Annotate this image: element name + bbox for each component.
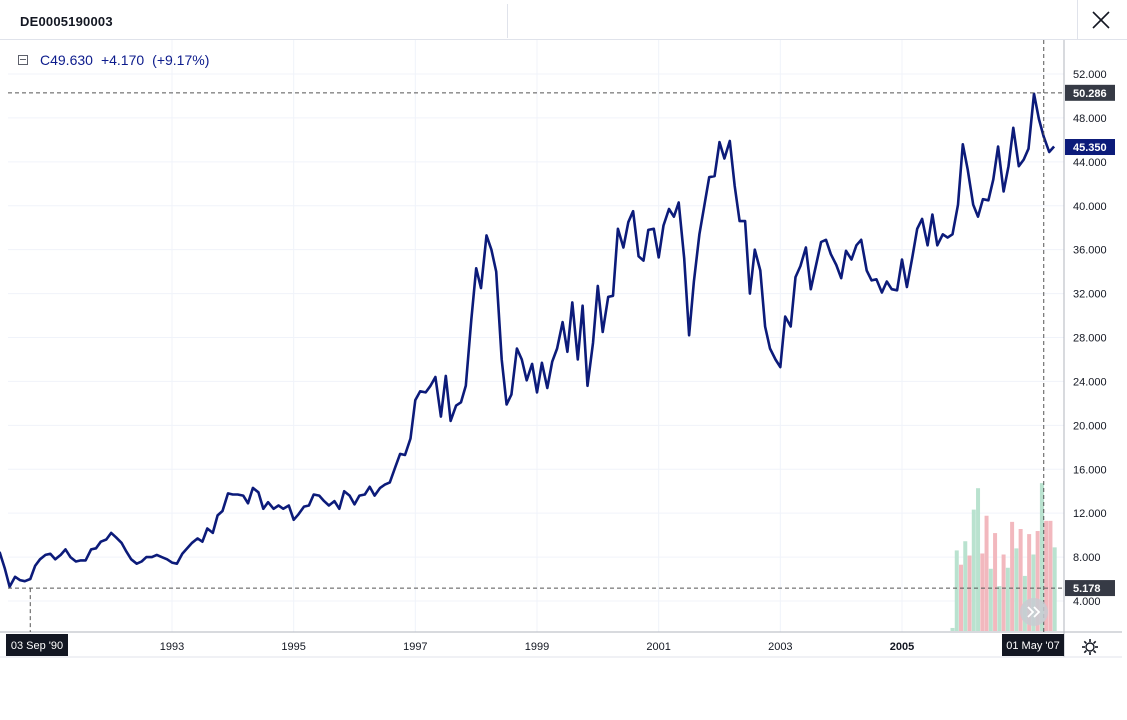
close-button[interactable] — [1077, 0, 1125, 40]
volume-bar — [1005, 567, 1010, 631]
volume-bar — [1018, 529, 1023, 631]
y-tick-label: 24.000 — [1073, 376, 1107, 388]
x-tick-label: 1999 — [525, 641, 549, 653]
volume-bar — [967, 555, 972, 631]
x-tick-label: 1997 — [403, 641, 427, 653]
volume-bar — [959, 564, 964, 631]
collapse-icon[interactable] — [18, 55, 28, 65]
symbol-label: DE0005190003 — [20, 14, 113, 29]
y-tick-label: 8.000 — [1073, 552, 1101, 564]
volume-bar — [997, 586, 1002, 631]
volume-bar — [971, 509, 976, 631]
volume-bar — [1039, 483, 1044, 631]
crosshair-high-tag: 50.286 — [1073, 88, 1107, 100]
y-tick-label: 28.000 — [1073, 333, 1107, 345]
last-price-tag-bg — [1065, 139, 1115, 156]
y-tick-label: 40.000 — [1073, 201, 1107, 213]
scroll-to-realtime-button[interactable] — [1020, 598, 1048, 626]
volume-bar — [1014, 548, 1019, 631]
chart-header: DE0005190003 — [0, 0, 1127, 40]
volume-bar — [1044, 520, 1049, 631]
y-tick-label: 20.000 — [1073, 420, 1107, 432]
chart-settings-button[interactable] — [1080, 637, 1100, 657]
settings-icon — [1082, 639, 1098, 655]
volume-bar — [1052, 547, 1057, 631]
y-tick-label: 16.000 — [1073, 464, 1107, 476]
x-tick-label: 2003 — [768, 641, 792, 653]
volume-bar — [1035, 531, 1040, 631]
y-tick-label: 4.000 — [1073, 596, 1101, 608]
volume-bar — [976, 488, 981, 631]
volume-bar — [950, 627, 955, 631]
crosshair-low-tag-bg — [1065, 580, 1115, 597]
price-line — [0, 92, 1056, 588]
volume-bar — [1048, 520, 1053, 631]
crosshair-high-date-tag-bg — [1002, 634, 1064, 656]
volume-bar — [954, 550, 959, 631]
volume-bar — [1031, 554, 1036, 631]
crosshair-low-tag: 5.178 — [1073, 583, 1101, 595]
volume-bar — [993, 533, 998, 631]
volume-bar — [988, 568, 993, 631]
double-chevron-right-icon — [1027, 606, 1041, 618]
x-tick-label: 2001 — [646, 641, 670, 653]
legend-close-value: C49.630 — [40, 52, 93, 68]
volume-bar — [1027, 534, 1032, 631]
y-tick-label: 48.000 — [1073, 113, 1107, 125]
y-tick-label: 44.000 — [1073, 157, 1107, 169]
crosshair-high-tag-bg — [1065, 84, 1115, 101]
legend-change-pct: (+9.17%) — [152, 52, 210, 68]
symbol-search-box[interactable]: DE0005190003 — [8, 4, 508, 38]
x-tick-label: 2005 — [890, 641, 914, 653]
y-tick-label: 52.000 — [1073, 69, 1107, 81]
y-tick-label: 12.000 — [1073, 508, 1107, 520]
volume-bar — [984, 515, 989, 631]
volume-bar — [963, 541, 968, 631]
volume-bar — [980, 553, 985, 631]
crosshair-low-date-tag-bg — [6, 634, 68, 656]
series-legend: C49.630 +4.170 (+9.17%) — [18, 50, 217, 70]
y-tick-label: 36.000 — [1073, 245, 1107, 257]
x-tick-label: 1995 — [281, 641, 305, 653]
x-tick-label: 1993 — [160, 641, 184, 653]
crosshair-low-date-tag: 03 Sep '90 — [11, 640, 63, 652]
close-icon — [1092, 11, 1110, 29]
volume-bar — [1001, 554, 1006, 631]
last-price-tag: 45.350 — [1073, 142, 1107, 154]
y-tick-label: 32.000 — [1073, 289, 1107, 301]
legend-change: +4.170 — [100, 52, 145, 68]
crosshair-high-date-tag: 01 May '07 — [1006, 640, 1059, 652]
volume-bar — [1010, 521, 1015, 631]
